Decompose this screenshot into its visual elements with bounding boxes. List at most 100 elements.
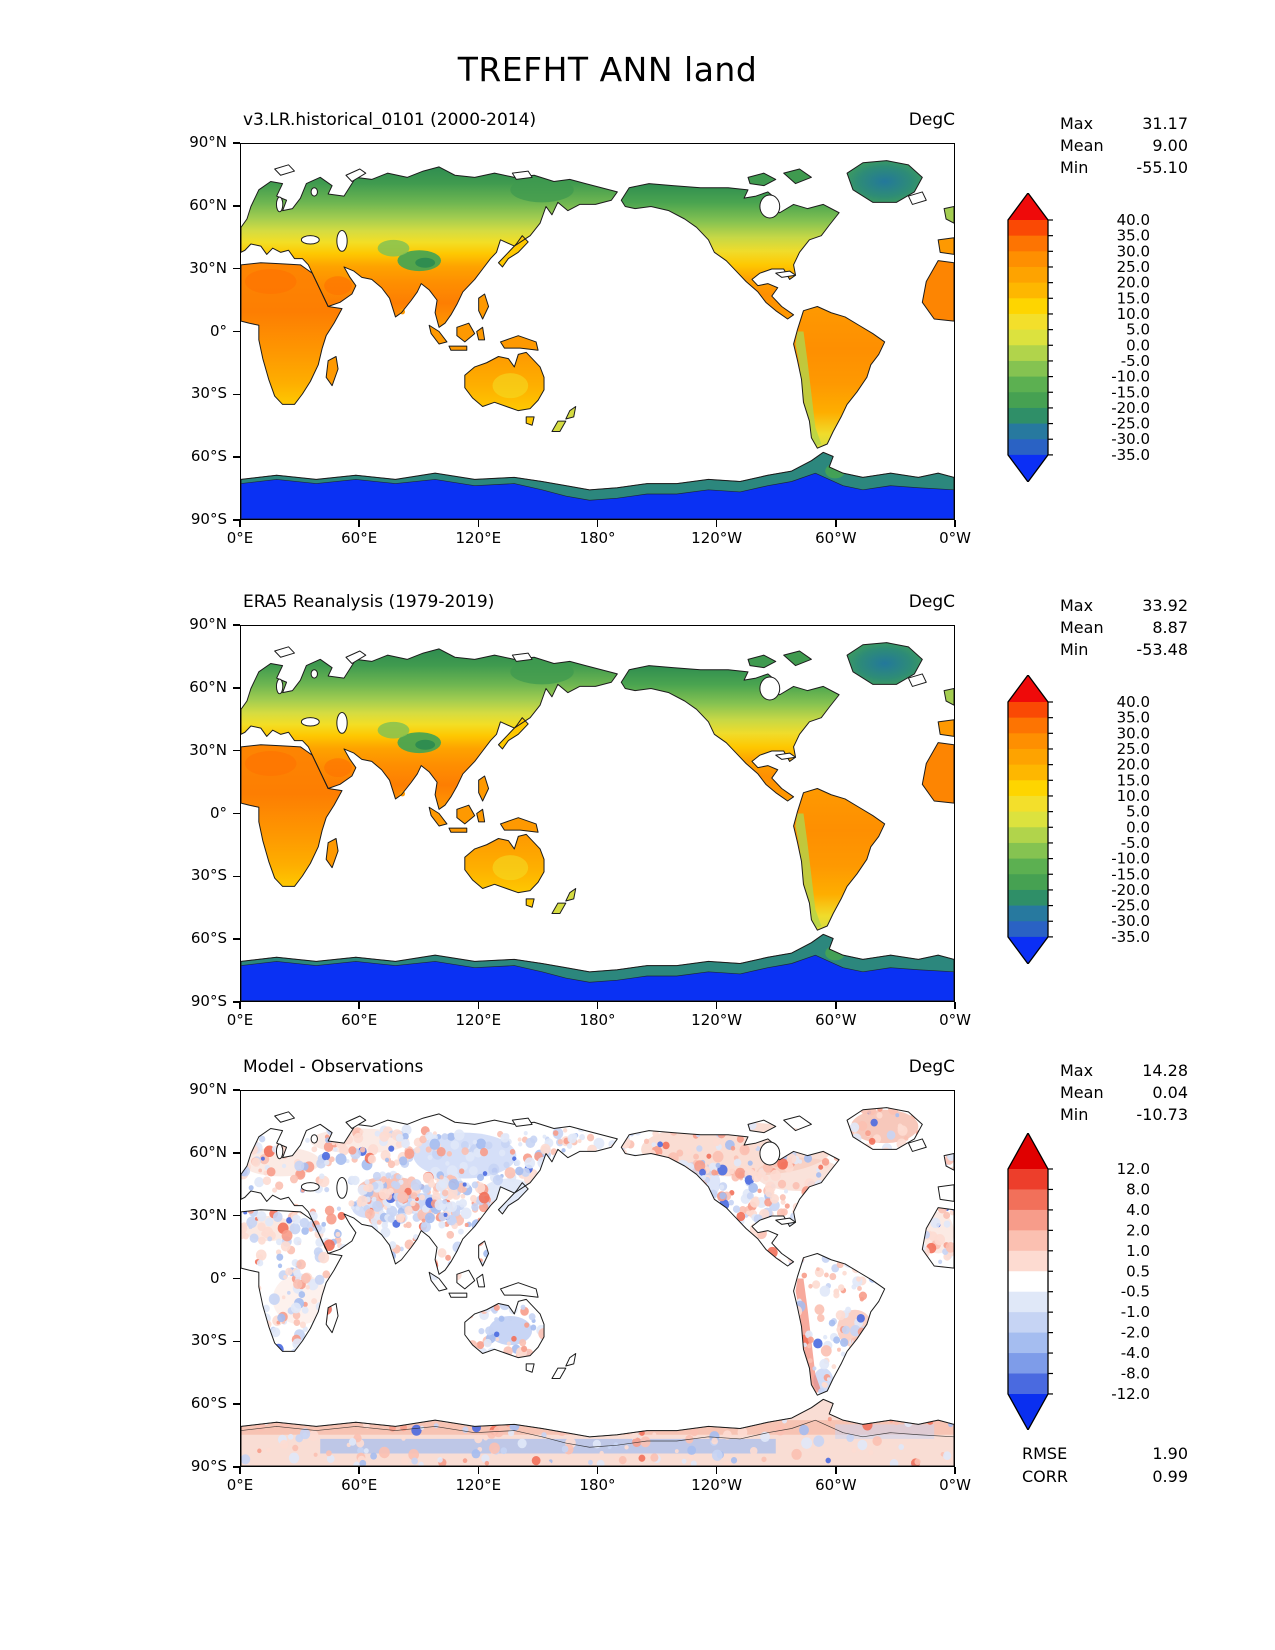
colorbar-tick-label: 2.0 xyxy=(1126,1221,1150,1239)
world-map-model xyxy=(240,143,955,520)
stat-min: Min -53.48 xyxy=(1060,640,1188,659)
y-tick-mark xyxy=(233,393,240,396)
y-tick-mark xyxy=(233,267,240,270)
colorbar-tick-label: -10.0 xyxy=(1111,850,1150,868)
lat-tick-label: 60°S xyxy=(190,929,227,948)
colorbar-tick-label: 15.0 xyxy=(1117,771,1150,789)
x-tick-mark xyxy=(477,1467,480,1474)
y-tick-mark xyxy=(233,1214,240,1217)
x-tick-mark xyxy=(358,1002,360,1009)
metrics-block: RMSE 1.90 CORR 0.99 xyxy=(1022,1442,1188,1488)
stat-max: Max 31.17 xyxy=(1060,114,1188,133)
colorbar-tick-label: -8.0 xyxy=(1121,1365,1150,1383)
y-tick-mark xyxy=(233,1403,240,1405)
x-tick-mark xyxy=(596,520,599,527)
lon-tick-label: 60°W xyxy=(815,529,857,547)
y-tick-mark xyxy=(233,749,240,752)
lat-tick-label: 30°S xyxy=(190,1331,227,1350)
colorbar-tick-label: -20.0 xyxy=(1111,399,1150,417)
colorbar-tick-label: -10.0 xyxy=(1111,368,1150,386)
x-tick-mark xyxy=(358,1467,360,1474)
lat-tick-label: 90°S xyxy=(190,992,227,1010)
x-tick-mark xyxy=(358,520,360,527)
colorbar-tick-label: 30.0 xyxy=(1117,242,1150,260)
y-tick-mark xyxy=(233,875,240,878)
colorbar-tick-label: 40.0 xyxy=(1117,211,1150,229)
y-tick-mark xyxy=(233,812,240,815)
lon-tick-label: 180° xyxy=(579,1476,616,1494)
stat-mean: Mean 9.00 xyxy=(1060,136,1188,155)
stat-min: Min -10.73 xyxy=(1060,1105,1188,1124)
x-tick-mark xyxy=(954,520,956,527)
y-tick-mark xyxy=(233,205,240,207)
metric-corr: CORR 0.99 xyxy=(1022,1467,1188,1486)
colorbar-tick-label: -0.5 xyxy=(1121,1283,1150,1301)
lat-tick-label: 60°N xyxy=(189,1142,227,1161)
lat-tick-label: 90°N xyxy=(189,1080,227,1098)
colorbar-tick-label: -15.0 xyxy=(1111,865,1150,883)
stats-block: Max 14.28 Mean 0.04 Min -10.73 xyxy=(1060,1060,1188,1126)
colorbar-tick-label: 4.0 xyxy=(1126,1201,1150,1219)
colorbar-tick-label: 5.0 xyxy=(1126,321,1150,339)
colorbar-tick-label: 20.0 xyxy=(1117,274,1150,292)
x-tick-mark xyxy=(715,520,718,527)
colorbar-tick-label: 12.0 xyxy=(1117,1160,1150,1178)
colorbar-tick-label: 10.0 xyxy=(1117,787,1150,805)
lat-tick-label: 30°N xyxy=(189,1205,227,1224)
stats-block: Max 33.92 Mean 8.87 Min -53.48 xyxy=(1060,595,1188,661)
x-tick-mark xyxy=(954,1467,956,1474)
y-tick-mark xyxy=(233,330,240,333)
colorbar-tick-label: -25.0 xyxy=(1111,897,1150,915)
lon-tick-label: 120°E xyxy=(455,1011,502,1029)
colorbar-tick-label: 8.0 xyxy=(1126,1180,1150,1198)
colorbar-tick-label: 35.0 xyxy=(1117,227,1150,245)
y-tick-mark xyxy=(233,456,240,458)
colorbar-tick-label: 1.0 xyxy=(1126,1242,1150,1260)
metric-rmse: RMSE 1.90 xyxy=(1022,1444,1188,1463)
colorbar-difference: 12.0 8.0 4.0 2.0 1.0 0.5 -0.5 -1.0 -2.0 -4.0 -8.0 -… xyxy=(1004,1133,1164,1430)
lon-tick-label: 180° xyxy=(579,1011,616,1029)
units-label: DegC xyxy=(908,110,955,130)
lat-tick-label: 0° xyxy=(209,321,227,340)
y-tick-mark xyxy=(233,1089,240,1091)
y-tick-mark xyxy=(233,519,240,521)
lat-tick-label: 90°S xyxy=(190,510,227,528)
colorbar-tick-label: -30.0 xyxy=(1111,430,1150,448)
lon-tick-label: 0°E xyxy=(226,529,254,547)
colorbar-temperature: 40.0 35.0 30.0 25.0 20.0 15.0 10.0 5.0 0.0 -5.0 -1… xyxy=(1004,675,1164,964)
colorbar-tick-label: -12.0 xyxy=(1111,1385,1150,1403)
lon-tick-label: 60°E xyxy=(341,1011,378,1029)
y-tick-mark xyxy=(233,1340,240,1343)
lat-tick-label: 90°S xyxy=(190,1457,227,1475)
y-tick-mark xyxy=(233,1466,240,1468)
x-tick-mark xyxy=(596,1002,599,1009)
colorbar-tick-label: 30.0 xyxy=(1117,724,1150,742)
lon-tick-label: 120°E xyxy=(455,1476,502,1494)
x-tick-mark xyxy=(477,1002,480,1009)
lat-tick-label: 60°S xyxy=(190,447,227,466)
x-tick-mark xyxy=(239,1002,241,1009)
colorbar-tick-label: 25.0 xyxy=(1117,740,1150,758)
colorbar-temperature: 40.0 35.0 30.0 25.0 20.0 15.0 10.0 5.0 0.0 -5.0 -1… xyxy=(1004,193,1164,482)
lon-tick-label: 60°E xyxy=(341,1476,378,1494)
colorbar-tick-label: 40.0 xyxy=(1117,693,1150,711)
y-tick-mark xyxy=(233,142,240,144)
lat-tick-label: 60°N xyxy=(189,195,227,214)
stat-max: Max 14.28 xyxy=(1060,1061,1188,1080)
lat-tick-label: 60°S xyxy=(190,1394,227,1413)
x-tick-mark xyxy=(715,1467,718,1474)
colorbar-tick-label: 35.0 xyxy=(1117,709,1150,727)
lon-tick-label: 180° xyxy=(579,529,616,547)
x-tick-mark xyxy=(715,1002,718,1009)
stat-mean: Mean 0.04 xyxy=(1060,1083,1188,1102)
units-label: DegC xyxy=(908,1057,955,1077)
x-tick-mark xyxy=(835,1002,837,1009)
lon-tick-label: 0°W xyxy=(939,1476,971,1494)
lat-tick-label: 30°S xyxy=(190,866,227,885)
lon-tick-label: 0°E xyxy=(226,1011,254,1029)
colorbar-tick-label: -4.0 xyxy=(1121,1344,1150,1362)
lon-tick-label: 120°W xyxy=(691,1011,743,1029)
colorbar-tick-label: -20.0 xyxy=(1111,881,1150,899)
lat-tick-label: 30°N xyxy=(189,258,227,277)
x-tick-mark xyxy=(596,1467,599,1474)
